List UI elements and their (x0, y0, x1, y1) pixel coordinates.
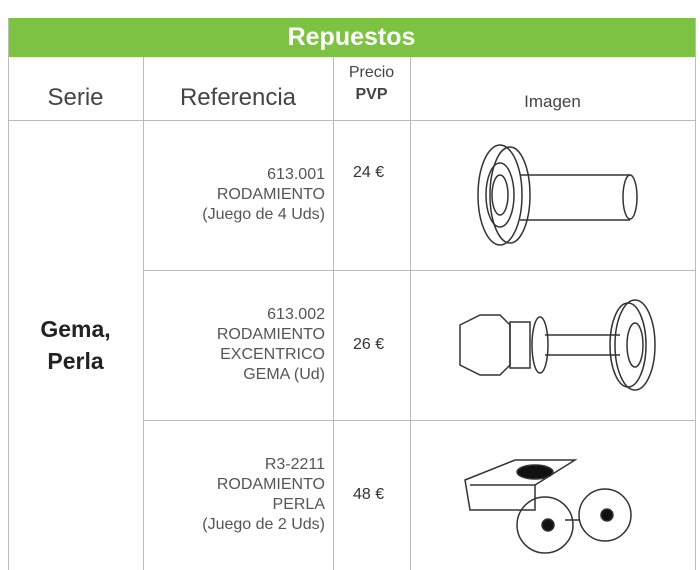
precio: 24 € (353, 163, 385, 181)
divider (333, 57, 334, 570)
image-perla (464, 459, 632, 554)
border (8, 18, 9, 570)
referencia-line: PERLA (272, 496, 325, 513)
serie: Gema, Perla (8, 120, 143, 570)
precio: 48 € (353, 486, 385, 503)
referencia-line: (Juego de 4 Uds) (202, 206, 325, 223)
referencia-line: R3-2211 (264, 456, 325, 473)
header-precio-line: Precio (348, 64, 395, 81)
referencia: 613.001 RODAMIENTO (Juego de 4 Uds) (143, 120, 333, 270)
divider (143, 420, 695, 421)
referencia-line: (Juego de 2 Uds) (202, 516, 325, 533)
serie-line: Gema, (40, 316, 111, 342)
referencia: 613.002 RODAMIENTO EXCENTRICO GEMA (Ud) (143, 270, 333, 420)
precio: 26 € (353, 336, 385, 353)
referencia-line: GEMA (Ud) (243, 366, 325, 383)
image-excentrico (459, 299, 656, 391)
divider (143, 270, 695, 271)
image-rodamiento (477, 144, 638, 246)
referencia-line: 613.002 (267, 306, 325, 323)
referencia-line: RODAMIENTO (216, 326, 325, 343)
referencia-line: EXCENTRICO (220, 346, 325, 363)
divider (143, 57, 144, 570)
divider (410, 57, 411, 570)
referencia-line: RODAMIENTO (216, 186, 325, 203)
table-title: Repuestos (8, 18, 695, 57)
border (695, 18, 696, 570)
header-precio: Precio PVP (333, 62, 410, 106)
referencia-line: RODAMIENTO (216, 476, 325, 493)
header-imagen: Imagen (524, 92, 581, 111)
referencia-line: 613.001 (267, 166, 325, 183)
serie-line: Perla (47, 348, 104, 374)
header-precio-line: PVP (355, 86, 388, 103)
header-referencia: Referencia (179, 84, 297, 111)
header-serie: Serie (47, 84, 104, 111)
referencia: R3-2211 RODAMIENTO PERLA (Juego de 2 Uds) (143, 420, 333, 570)
divider (8, 120, 695, 121)
